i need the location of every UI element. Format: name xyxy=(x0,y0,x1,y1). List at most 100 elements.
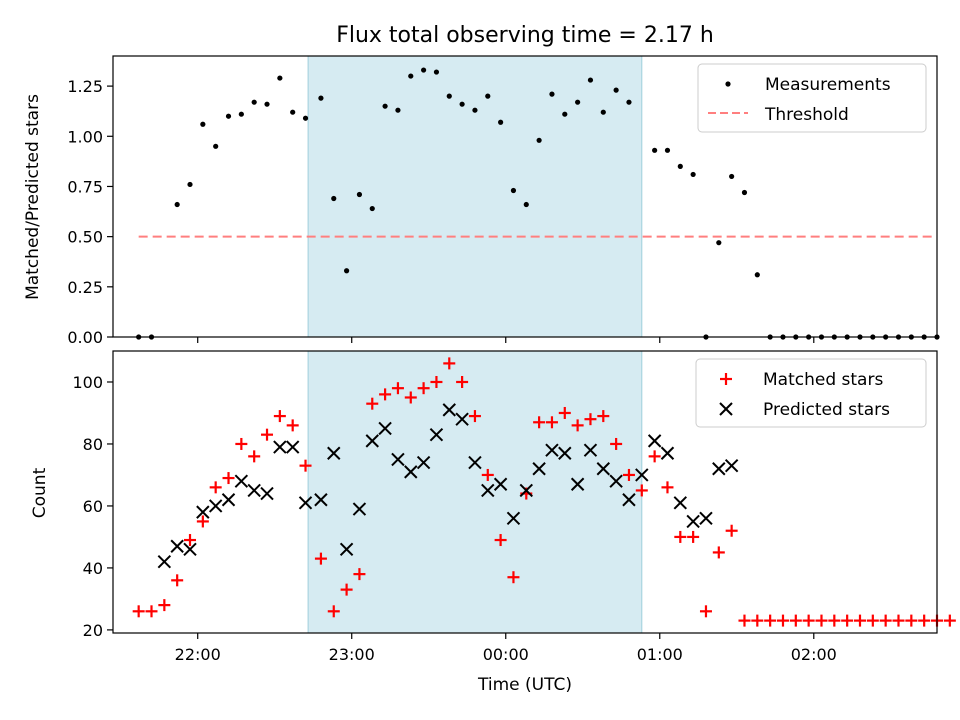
measurement-point xyxy=(741,189,748,196)
predicted-star-point xyxy=(622,493,636,507)
top-y-axis-label: Matched/Predicted stars xyxy=(23,94,43,300)
measurement-point xyxy=(213,143,219,149)
matched-star-point xyxy=(327,605,340,618)
x-tick-label: 00:00 xyxy=(483,645,529,664)
measurement-point xyxy=(677,163,683,169)
predicted-star-point xyxy=(481,483,495,498)
predicted-star-point xyxy=(339,542,354,557)
matched-star-point xyxy=(430,375,443,388)
predicted-star-point xyxy=(196,505,210,519)
measurement-point xyxy=(549,91,555,97)
matched-star-point xyxy=(314,552,327,565)
predicted-star-point xyxy=(352,502,367,516)
predicted-star-point xyxy=(314,493,328,507)
matched-star-point xyxy=(905,614,918,627)
bottom-panel: 20 40 60 80 100 22:00 23:00 00:00 01:00 02:00 Co… xyxy=(30,350,956,695)
matched-star-point xyxy=(481,468,494,481)
measurement-point xyxy=(485,93,491,99)
matched-star-point xyxy=(391,382,404,395)
x-axis-label: Time (UTC) xyxy=(477,675,572,695)
measurement-point xyxy=(382,103,388,109)
measurement-point xyxy=(754,272,760,278)
predicted-star-point xyxy=(673,496,688,510)
matched-star-point xyxy=(545,416,558,429)
matched-star-point xyxy=(712,546,725,559)
predicted-star-point xyxy=(416,455,431,470)
threshold-legend-label: Threshold xyxy=(764,105,849,125)
top-y-tick-label: 1.00 xyxy=(67,127,103,146)
matched-star-point xyxy=(751,614,764,627)
matched-star-point xyxy=(661,481,674,494)
matched-star-point xyxy=(558,406,571,419)
bottom-highlight-span xyxy=(307,350,643,634)
predicted-star-point xyxy=(429,427,444,442)
predicted-star-point xyxy=(247,483,261,498)
predicted-star-point xyxy=(208,499,223,513)
measurement-point xyxy=(187,181,193,188)
predicted-legend-label: Predicted stars xyxy=(763,400,890,420)
predicted-star-point xyxy=(365,434,379,448)
matched-star-point xyxy=(815,614,828,627)
predicted-star-point xyxy=(273,440,287,454)
matched-star-point xyxy=(789,614,802,627)
predicted-star-point xyxy=(647,434,662,448)
predicted-star-point xyxy=(699,511,713,526)
measurement-legend-marker xyxy=(725,81,731,87)
predicted-star-point xyxy=(532,462,546,476)
predicted-star-point xyxy=(545,443,559,457)
bottom-y-tick-label: 60 xyxy=(83,497,103,516)
measurement-point xyxy=(459,101,465,107)
measurement-point xyxy=(446,93,452,99)
bottom-y-tick-label: 40 xyxy=(83,559,103,578)
matched-star-point xyxy=(145,605,158,618)
bottom-y-axis-label: Count xyxy=(30,467,50,518)
top-y-tick-label: 0.25 xyxy=(67,278,103,297)
x-tick-label: 02:00 xyxy=(791,645,837,664)
matched-legend-label: Matched stars xyxy=(763,370,883,390)
top-highlight-span xyxy=(307,55,643,338)
matched-star-point xyxy=(610,437,623,450)
predicted-legend-marker xyxy=(719,402,733,416)
predicted-star-point xyxy=(157,555,172,569)
measurement-point xyxy=(318,95,324,101)
matched-star-point xyxy=(764,614,777,627)
measurement-point xyxy=(264,101,270,107)
matched-star-point xyxy=(468,410,481,423)
matched-star-point xyxy=(248,450,261,463)
top-panel: Flux total observing time = 2.17 h 0.000… xyxy=(23,23,940,347)
matched-star-point xyxy=(171,574,184,587)
top-y-tick-label: 0.75 xyxy=(67,177,103,196)
measurement-point xyxy=(200,121,206,127)
top-y-ticks: 0.00 0.25 0.50 0.75 1.00 1.25 xyxy=(67,77,113,347)
matched-star-point xyxy=(158,599,171,612)
predicted-star-point xyxy=(404,465,418,479)
bottom-legend: Matched stars Predicted stars xyxy=(695,358,927,428)
matched-star-point xyxy=(299,459,312,472)
predicted-star-point xyxy=(660,446,675,460)
matched-star-point xyxy=(209,481,222,494)
chart-title: Flux total observing time = 2.17 h xyxy=(336,23,714,48)
bottom-y-tick-label: 100 xyxy=(72,373,103,392)
measurement-point xyxy=(536,137,542,143)
matched-star-point xyxy=(725,524,738,537)
matched-stars-points xyxy=(132,357,956,627)
bottom-y-ticks: 20 40 60 80 100 xyxy=(72,373,113,640)
predicted-star-point xyxy=(506,511,521,526)
predicted-star-point xyxy=(183,542,197,557)
matched-star-point xyxy=(699,605,712,618)
x-tick-label: 01:00 xyxy=(637,645,683,664)
predicted-star-point xyxy=(221,493,236,507)
measurement-point xyxy=(587,77,594,83)
measurement-point xyxy=(277,75,283,81)
predicted-star-point xyxy=(378,421,392,436)
matched-star-point xyxy=(456,375,469,388)
predicted-star-point xyxy=(260,486,274,501)
matched-star-point xyxy=(892,614,905,627)
measurement-point xyxy=(290,109,296,115)
matched-star-point xyxy=(443,357,456,370)
measurement-point xyxy=(510,187,517,194)
matched-star-point xyxy=(132,605,145,618)
matched-star-point xyxy=(196,515,209,528)
matched-star-point xyxy=(879,614,892,627)
predicted-star-point xyxy=(609,474,623,488)
